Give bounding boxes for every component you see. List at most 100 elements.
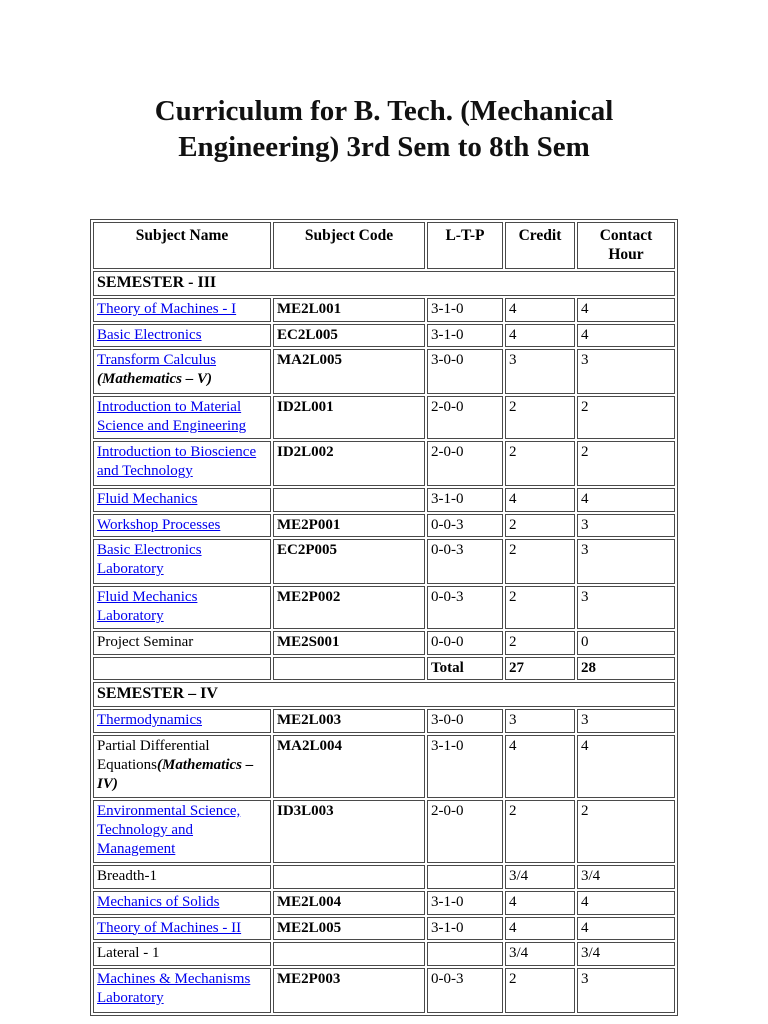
subject-link[interactable]: Workshop Processes xyxy=(97,516,221,533)
subject-name-cell: Breadth-1 xyxy=(93,865,271,889)
subject-link[interactable]: Theory of Machines - I xyxy=(97,300,237,317)
course-row: Environmental Science, Technology and Ma… xyxy=(93,800,675,863)
subject-name-cell: Theory of Machines - I xyxy=(93,297,271,322)
subject-name-cell: Transform Calculus (Mathematics – V) xyxy=(93,349,271,395)
contact-hour-cell: 4 xyxy=(577,297,675,322)
subject-code-cell xyxy=(273,487,425,512)
contact-hour-cell: 2 xyxy=(577,800,675,863)
course-row: Breadth-1 3/4 3/4 xyxy=(93,865,675,889)
subject-link[interactable]: Fluid Mechanics xyxy=(97,490,198,507)
subject-name-cell: Basic Electronics xyxy=(93,323,271,348)
ltp-cell: 3-1-0 xyxy=(427,735,503,798)
column-header-subject-code: Subject Code xyxy=(273,222,425,269)
column-header-ltp: L-T-P xyxy=(427,222,503,269)
course-row: Theory of Machines - I ME2L001 3-1-0 4 4 xyxy=(93,297,675,322)
empty-cell xyxy=(273,656,425,681)
contact-hour-cell: 3 xyxy=(577,513,675,538)
course-row: Fluid Mechanics 3-1-0 4 4 xyxy=(93,487,675,512)
subject-link[interactable]: Transform Calculus xyxy=(97,352,217,369)
ltp-cell: 0-0-3 xyxy=(427,968,503,1013)
curriculum-table: Subject Name Subject Code L-T-P Credit C… xyxy=(90,219,678,1016)
contact-hour-cell: 3 xyxy=(577,709,675,733)
total-contact-cell: 28 xyxy=(577,656,675,681)
credit-cell: 4 xyxy=(505,735,575,798)
ltp-cell: 3-1-0 xyxy=(427,323,503,348)
course-row: Workshop Processes ME2P001 0-0-3 2 3 xyxy=(93,513,675,538)
subject-link[interactable]: Thermodynamics xyxy=(97,712,202,729)
ltp-cell: 3-1-0 xyxy=(427,487,503,512)
credit-cell: 3/4 xyxy=(505,942,575,966)
credit-cell: 2 xyxy=(505,539,575,585)
contact-hour-cell: 3/4 xyxy=(577,942,675,966)
ltp-cell: 3-0-0 xyxy=(427,349,503,395)
ltp-cell: 2-0-0 xyxy=(427,440,503,486)
contact-hour-cell: 3 xyxy=(577,968,675,1013)
subject-code-cell: EC2P005 xyxy=(273,539,425,585)
credit-cell: 3/4 xyxy=(505,865,575,889)
semester-section-label: SEMESTER - III xyxy=(93,270,675,296)
course-row: Theory of Machines - II ME2L005 3-1-0 4 4 xyxy=(93,916,675,941)
subject-name-cell: Mechanics of Solids xyxy=(93,890,271,915)
subject-name-cell: Machines & Mechanisms Laboratory xyxy=(93,968,271,1013)
credit-cell: 2 xyxy=(505,968,575,1013)
column-header-credit: Credit xyxy=(505,222,575,269)
subject-link[interactable]: Basic Electronics xyxy=(97,326,202,343)
course-row: Partial Differential Equations(Mathemati… xyxy=(93,735,675,798)
subject-code-cell: ME2L005 xyxy=(273,916,425,941)
subject-code-cell: MA2L004 xyxy=(273,735,425,798)
subject-code-cell xyxy=(273,942,425,966)
contact-hour-cell: 3 xyxy=(577,586,675,629)
subject-link[interactable]: Machines & Mechanisms Laboratory xyxy=(97,971,251,1006)
table-header-row: Subject Name Subject Code L-T-P Credit C… xyxy=(93,222,675,269)
credit-cell: 4 xyxy=(505,487,575,512)
subject-code-cell: ID3L003 xyxy=(273,800,425,863)
credit-cell: 4 xyxy=(505,916,575,941)
subject-code-cell: ME2L004 xyxy=(273,890,425,915)
ltp-cell: 2-0-0 xyxy=(427,800,503,863)
credit-cell: 4 xyxy=(505,297,575,322)
semester-section-label: SEMESTER – IV xyxy=(93,682,675,708)
page-title: Curriculum for B. Tech. (Mechanical Engi… xyxy=(154,95,614,163)
credit-cell: 2 xyxy=(505,630,575,655)
course-row: Lateral - 1 3/4 3/4 xyxy=(93,942,675,966)
subject-link[interactable]: Theory of Machines - II xyxy=(97,919,242,936)
contact-hour-cell: 2 xyxy=(577,396,675,439)
contact-hour-cell: 3 xyxy=(577,349,675,395)
course-row: Fluid Mechanics Laboratory ME2P002 0-0-3 2 3 xyxy=(93,586,675,629)
subject-link[interactable]: Mechanics of Solids xyxy=(97,893,220,910)
ltp-cell: 3-1-0 xyxy=(427,297,503,322)
ltp-cell: 0-0-0 xyxy=(427,630,503,655)
contact-hour-cell: 3/4 xyxy=(577,865,675,889)
subject-name-cell: Lateral - 1 xyxy=(93,942,271,966)
contact-hour-cell: 4 xyxy=(577,735,675,798)
credit-cell: 2 xyxy=(505,513,575,538)
contact-hour-cell: 4 xyxy=(577,323,675,348)
subject-link[interactable]: Basic Electronics Laboratory xyxy=(97,542,202,577)
column-header-contact-hour: Contact Hour xyxy=(577,222,675,269)
credit-cell: 2 xyxy=(505,440,575,486)
subject-link[interactable]: Fluid Mechanics Laboratory xyxy=(97,589,198,624)
subject-code-cell: MA2L005 xyxy=(273,349,425,395)
subject-name-emphasis: (Mathematics – V) xyxy=(97,371,212,387)
credit-cell: 2 xyxy=(505,586,575,629)
subject-link[interactable]: Introduction to Material Science and Eng… xyxy=(97,399,247,434)
table-header: Subject Name Subject Code L-T-P Credit C… xyxy=(93,222,675,269)
contact-hour-cell: 4 xyxy=(577,916,675,941)
total-credit-cell: 27 xyxy=(505,656,575,681)
ltp-cell: 0-0-3 xyxy=(427,513,503,538)
subject-link[interactable]: Introduction to Bioscience and Technolog… xyxy=(97,443,257,479)
subject-name-cell: Workshop Processes xyxy=(93,513,271,538)
subject-link[interactable]: Environmental Science, Technology and Ma… xyxy=(97,803,241,857)
credit-cell: 2 xyxy=(505,800,575,863)
subject-name-cell: Partial Differential Equations(Mathemati… xyxy=(93,735,271,798)
document-page: Curriculum for B. Tech. (Mechanical Engi… xyxy=(0,93,768,1024)
total-label-cell: Total xyxy=(427,656,503,681)
contact-hour-cell: 3 xyxy=(577,539,675,585)
subject-code-cell: ID2L001 xyxy=(273,396,425,439)
subject-code-cell: ME2L001 xyxy=(273,297,425,322)
contact-hour-cell: 0 xyxy=(577,630,675,655)
subject-name-text: Project Seminar xyxy=(97,633,194,650)
ltp-cell: 2-0-0 xyxy=(427,396,503,439)
ltp-cell: 3-1-0 xyxy=(427,890,503,915)
subject-code-cell: ME2L003 xyxy=(273,709,425,733)
